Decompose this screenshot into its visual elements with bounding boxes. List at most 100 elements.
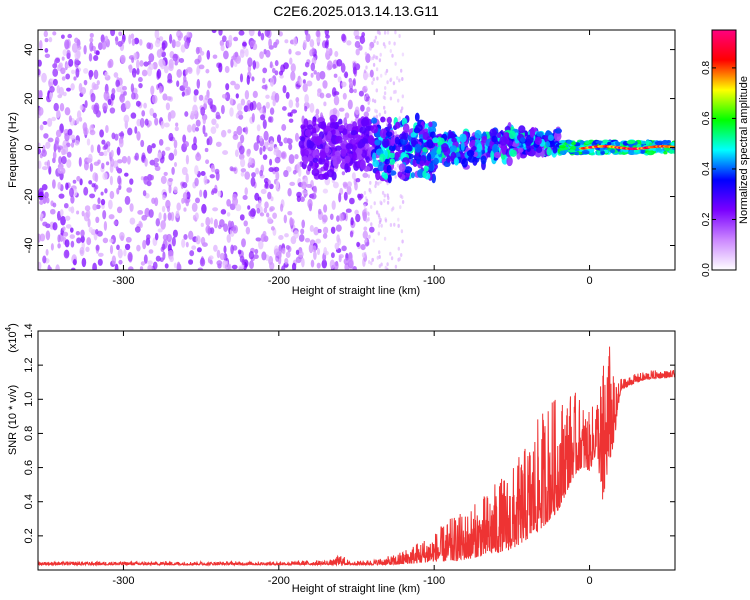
heatmap-cell xyxy=(264,201,269,209)
heatmap-cell xyxy=(396,163,400,168)
heatmap-cell xyxy=(386,30,390,35)
heatmap-cell xyxy=(159,59,166,70)
heatmap-cell xyxy=(61,76,66,81)
heatmap-cell xyxy=(305,33,311,42)
heatmap-cell xyxy=(368,187,371,192)
heatmap-cell xyxy=(42,120,48,126)
heatmap-cell xyxy=(333,73,338,78)
heatmap-cell xyxy=(309,102,315,113)
heatmap-cell xyxy=(349,230,354,238)
heatmap-cell xyxy=(161,205,166,213)
heatmap-cell xyxy=(158,139,164,146)
heatmap-cell xyxy=(223,245,227,254)
heatmap-cell xyxy=(373,39,376,44)
heatmap-cell xyxy=(386,262,389,267)
heatmap-cell xyxy=(316,262,321,269)
heatmap-cell xyxy=(459,133,467,143)
heatmap-cell xyxy=(278,234,284,241)
heatmap-cell xyxy=(250,176,256,187)
heatmap-cell xyxy=(371,117,378,124)
heatmap-cell xyxy=(238,145,245,155)
heatmap-cell xyxy=(249,101,254,112)
heatmap-cell xyxy=(426,153,432,162)
heatmap-cell xyxy=(83,79,88,86)
heatmap-cell xyxy=(41,166,48,171)
heatmap-cell xyxy=(274,60,279,67)
heatmap-cell xyxy=(360,117,369,127)
heatmap-cell xyxy=(165,146,171,151)
heatmap-cell xyxy=(104,71,109,78)
heatmap-cell xyxy=(252,90,258,99)
heatmap-cell xyxy=(136,118,142,127)
heatmap-cell xyxy=(165,199,171,209)
heatmap-cell xyxy=(309,39,315,48)
heatmap-cell xyxy=(215,141,222,147)
heatmap-cell xyxy=(163,171,168,176)
heatmap-cell xyxy=(262,154,268,160)
heatmap-cell xyxy=(374,139,381,146)
heatmap-cell xyxy=(322,232,328,239)
heatmap-cell xyxy=(517,147,524,153)
heatmap-cell xyxy=(363,203,366,208)
heatmap-cell xyxy=(366,106,371,113)
heatmap-cell xyxy=(394,174,397,179)
heatmap-cell xyxy=(164,263,169,269)
heatmap-cell xyxy=(232,133,239,141)
heatmap-cell xyxy=(137,77,143,83)
heatmap-cell xyxy=(111,132,116,140)
heatmap-cell xyxy=(205,68,210,74)
heatmap-cell xyxy=(205,159,210,165)
heatmap-cell xyxy=(314,136,323,146)
heatmap-cell xyxy=(242,195,248,200)
heatmap-cell xyxy=(234,51,239,58)
heatmap-cell xyxy=(117,175,122,185)
heatmap-cell xyxy=(70,240,75,248)
heatmap-cell xyxy=(107,98,112,106)
heatmap-cell xyxy=(226,212,231,217)
heatmap-cell xyxy=(363,69,367,74)
y-tick-label: -40 xyxy=(23,238,35,254)
heatmap-cell xyxy=(60,215,66,226)
heatmap-cell xyxy=(93,69,99,80)
heatmap-cell xyxy=(97,159,101,164)
heatmap-cell xyxy=(279,141,283,147)
heatmap-cell xyxy=(213,244,218,252)
heatmap-cell xyxy=(172,53,178,62)
heatmap-cell xyxy=(373,99,377,104)
heatmap-cell xyxy=(389,77,393,82)
heatmap-cell xyxy=(113,160,119,169)
heatmap-cell xyxy=(89,162,94,172)
x-tick-label: -100 xyxy=(423,275,445,287)
heatmap-cell xyxy=(216,249,221,259)
heatmap-cell xyxy=(80,229,85,237)
heatmap-cell xyxy=(427,126,435,132)
heatmap-cell xyxy=(302,155,308,164)
heatmap-cell xyxy=(306,183,313,188)
snr-ticks: -300 -200 -100 0 0.2 0.4 0.6 0.8 1.0 1.2 1.4 xyxy=(23,323,675,587)
heatmap-cell xyxy=(139,39,143,46)
heatmap-cell xyxy=(255,167,260,175)
heatmap-cell xyxy=(376,255,379,260)
heatmap-cell xyxy=(374,180,378,185)
heatmap-cell xyxy=(169,255,174,263)
heatmap-cell xyxy=(402,123,410,134)
heatmap-cell xyxy=(379,128,388,139)
heatmap-cell xyxy=(357,194,362,201)
heatmap-cell xyxy=(198,64,205,70)
heatmap-cell xyxy=(150,174,154,181)
heatmap-cell xyxy=(173,139,178,149)
heatmap-cell xyxy=(92,203,98,211)
heatmap-cell xyxy=(360,104,365,112)
heatmap-cell xyxy=(129,203,134,212)
heatmap-cell xyxy=(270,226,275,231)
heatmap-cell xyxy=(304,149,310,156)
y-tick-label: 0.4 xyxy=(23,494,35,509)
y-tick-label: -20 xyxy=(23,189,35,205)
heatmap-cell xyxy=(224,65,230,74)
heatmap-cell xyxy=(66,151,72,158)
heatmap-cell xyxy=(281,265,286,270)
heatmap-cell xyxy=(324,30,329,36)
heatmap-cell xyxy=(245,226,251,235)
heatmap-cell xyxy=(154,30,160,39)
heatmap-cell xyxy=(334,242,340,250)
